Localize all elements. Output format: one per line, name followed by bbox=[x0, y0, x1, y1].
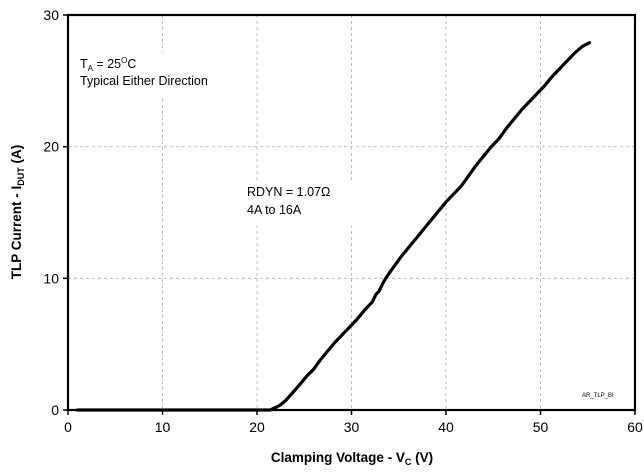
x-tick-label: 10 bbox=[155, 419, 171, 435]
annotation-conditions-unit: C bbox=[127, 57, 136, 71]
annotation-conditions-line2: Typical Either Direction bbox=[80, 74, 208, 88]
x-axis-title-sub: C bbox=[405, 457, 412, 467]
y-tick-label: 0 bbox=[51, 402, 59, 418]
grid-layer bbox=[68, 15, 635, 410]
annotation-conditions-line1: TA = 25OC bbox=[80, 56, 136, 73]
x-axis-title-main: Clamping Voltage - V bbox=[271, 450, 405, 465]
y-axis-title-main: TLP Current - I bbox=[9, 186, 24, 280]
series-line bbox=[75, 41, 592, 412]
x-tick-label: 0 bbox=[64, 419, 72, 435]
corner-tag: AR_TLP_BI bbox=[582, 393, 614, 399]
annotation-conditions-box bbox=[76, 52, 254, 96]
x-tick-label: 40 bbox=[438, 419, 454, 435]
x-axis-title-suffix: (V) bbox=[411, 450, 433, 465]
ticks-layer: 0 10 20 30 40 50 60 0 10 20 30 bbox=[43, 7, 643, 435]
x-tick-label: 20 bbox=[249, 419, 265, 435]
series-layer bbox=[75, 41, 592, 412]
x-tick-label: 50 bbox=[533, 419, 549, 435]
y-axis-title-sub: DUT bbox=[16, 167, 26, 186]
x-tick-label: 60 bbox=[627, 419, 643, 435]
y-axis-title-suffix: (A) bbox=[9, 145, 24, 168]
annotation-conditions-degree: O bbox=[121, 56, 127, 65]
annotation-conditions-temp-symbol: T bbox=[80, 57, 88, 71]
y-axis-title: TLP Current - IDUT (A) bbox=[9, 145, 26, 280]
x-tick-label: 30 bbox=[344, 419, 360, 435]
annotation-conditions-temp-sub: A bbox=[88, 64, 94, 73]
annotation-rdyn-line2: 4A to 16A bbox=[247, 203, 302, 217]
annotation-rdyn-box bbox=[244, 180, 354, 226]
annotation-conditions-temp-value: = 25 bbox=[93, 57, 121, 71]
y-tick-label: 30 bbox=[43, 7, 59, 23]
y-tick-label: 20 bbox=[43, 139, 59, 155]
x-axis-title: Clamping Voltage - VC (V) bbox=[271, 450, 433, 467]
annotation-rdyn-line1: RDYN = 1.07Ω bbox=[247, 185, 330, 199]
y-tick-label: 10 bbox=[43, 270, 59, 286]
